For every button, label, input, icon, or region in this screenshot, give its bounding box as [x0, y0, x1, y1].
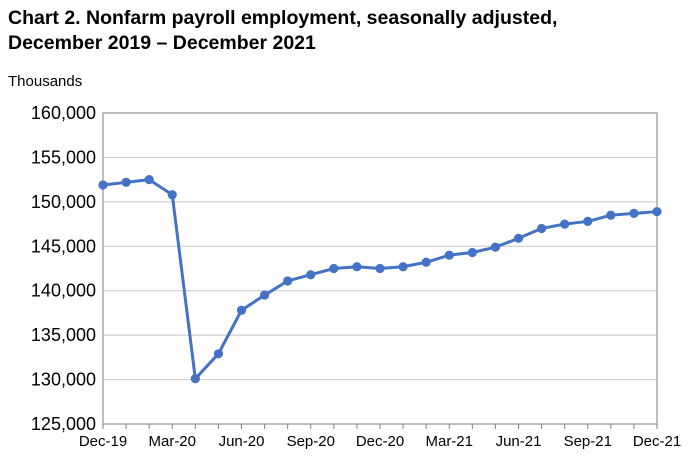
data-point	[444, 250, 454, 260]
data-point	[167, 190, 177, 200]
y-tick-label: 130,000	[31, 370, 96, 390]
data-point	[144, 175, 154, 185]
y-tick-label: 155,000	[31, 147, 96, 167]
data-point	[560, 219, 570, 229]
data-point	[398, 262, 408, 272]
data-point	[375, 263, 385, 274]
data-point	[583, 216, 593, 227]
x-tick-label: Mar-21	[425, 433, 473, 450]
chart-title-line-1: Chart 2. Nonfarm payroll employment, sea…	[8, 7, 558, 29]
data-point	[606, 210, 616, 220]
y-tick-label: 135,000	[31, 325, 96, 345]
x-tick-label: Mar-20	[148, 433, 196, 450]
data-point	[283, 276, 293, 286]
x-tick-label: Dec-20	[356, 433, 404, 450]
chart-title-line-2: December 2019 – December 2021	[8, 32, 316, 54]
data-point	[98, 180, 108, 190]
data-point	[190, 374, 200, 384]
series-line	[102, 178, 658, 381]
x-tick-label: Jun-21	[496, 433, 542, 450]
data-point	[490, 242, 501, 252]
data-point	[352, 262, 362, 272]
data-point	[259, 290, 270, 300]
data-point	[652, 207, 662, 217]
chart-title: Chart 2. Nonfarm payroll employment, sea…	[8, 6, 557, 56]
y-tick-label: 140,000	[31, 281, 96, 301]
data-point	[306, 270, 316, 280]
data-point	[629, 208, 639, 219]
data-point	[121, 177, 131, 187]
x-tick-label: Dec-19	[79, 433, 127, 450]
data-point	[467, 247, 477, 258]
y-tick-label: 125,000	[31, 414, 96, 434]
data-point	[236, 305, 247, 315]
y-tick-label: 160,000	[31, 103, 96, 123]
x-tick-label: Dec-21	[633, 433, 681, 450]
data-point	[513, 233, 524, 243]
data-point	[329, 263, 339, 274]
x-tick-label: Sep-20	[287, 433, 335, 450]
x-tick-label: Jun-20	[219, 433, 265, 450]
x-tick-label: Sep-21	[564, 433, 612, 450]
y-tick-label: 145,000	[31, 236, 96, 256]
data-point	[421, 257, 431, 267]
data-point	[536, 223, 547, 234]
y-tick-label: 150,000	[31, 192, 96, 212]
data-point	[213, 349, 224, 359]
y-axis-unit-label: Thousands	[8, 73, 83, 90]
